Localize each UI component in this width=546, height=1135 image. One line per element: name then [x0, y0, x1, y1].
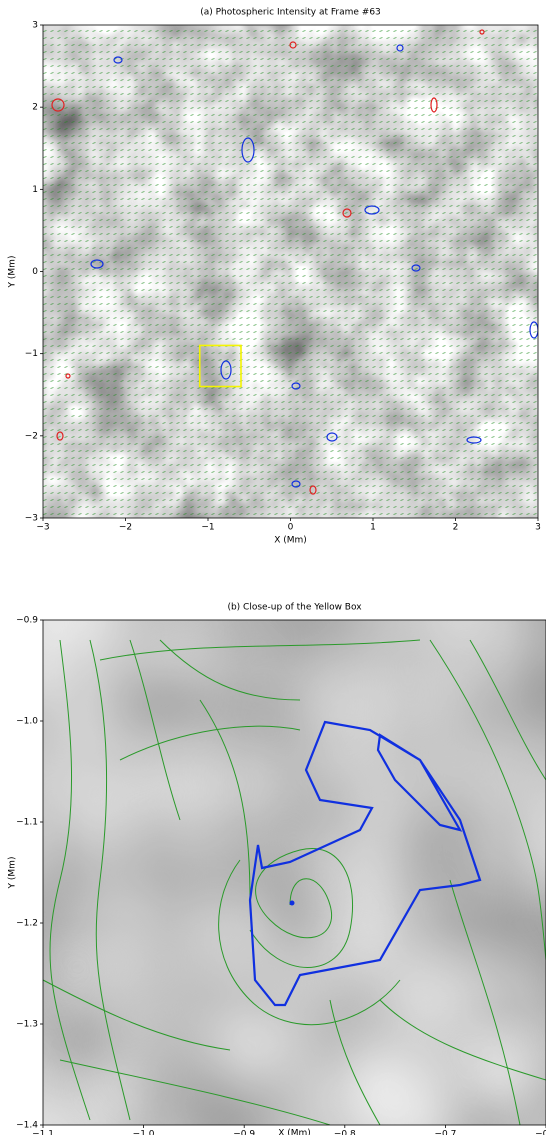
x-axis-label: X (Mm) — [278, 1129, 311, 1135]
y-tick-label: −1.0 — [16, 717, 38, 727]
y-tick-label: −3 — [25, 514, 38, 524]
x-tick-label: −0.8 — [334, 1130, 356, 1135]
x-tick-label: 0 — [288, 523, 294, 533]
center-dot — [290, 901, 295, 906]
x-tick-label: −3 — [36, 523, 49, 533]
y-tick-label: 3 — [32, 21, 38, 31]
y-tick-label: −1.2 — [16, 919, 38, 929]
x-tick-label: 1 — [370, 523, 376, 533]
x-tick-label: −0.6 — [535, 1130, 546, 1135]
y-tick-label: −1.3 — [16, 1020, 38, 1030]
x-tick-label: −0.7 — [434, 1130, 456, 1135]
closeup-image — [43, 620, 546, 1125]
y-tick-label: −1.1 — [16, 818, 38, 828]
y-tick-label: 2 — [32, 103, 38, 113]
y-tick-label: 0 — [32, 267, 38, 277]
y-tick-label: −1 — [25, 349, 38, 359]
x-tick-label: −2 — [119, 523, 132, 533]
x-tick-label: −1.0 — [133, 1130, 155, 1135]
x-tick-label: −1 — [201, 523, 214, 533]
y-axis-label: Y (Mm) — [8, 857, 18, 890]
panel-title: (a) Photospheric Intensity at Frame #63 — [200, 8, 381, 18]
intensity-image — [43, 25, 538, 518]
y-tick-label: −1.4 — [16, 1121, 38, 1131]
x-tick-label: 2 — [453, 523, 459, 533]
panel-title: (b) Close-up of the Yellow Box — [227, 603, 362, 613]
x-axis-label: X (Mm) — [274, 536, 307, 546]
y-tick-label: 1 — [32, 185, 38, 195]
y-tick-label: −2 — [25, 431, 38, 441]
y-axis-label: Y (Mm) — [8, 256, 18, 289]
x-tick-label: −0.9 — [233, 1130, 255, 1135]
x-tick-label: 3 — [535, 523, 541, 533]
figure: (a) Photospheric Intensity at Frame #63 X… — [0, 0, 546, 1135]
y-tick-label: −0.9 — [16, 616, 38, 626]
